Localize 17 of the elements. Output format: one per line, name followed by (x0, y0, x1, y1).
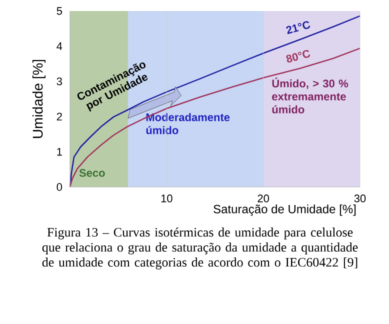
x-tick-label: 30 (354, 194, 366, 202)
y-tick-label: 2 (56, 112, 62, 120)
x-tick-label: 20 (258, 194, 270, 202)
y-axis-title: Umidade [%] (32, 60, 46, 138)
text: Figura 13 – Curvas isotérmicas de umidade para celulose que relaciona o grau de saturação da umidade a quantidade de umidade com categorias de acordo com o IEC60422 [9] (42, 228, 358, 270)
x-tick-label: 10 (161, 194, 172, 202)
band-label: Úmido, > 30 % extremamente úmido (272, 78, 348, 114)
y-tick-label: 5 (56, 7, 62, 15)
text: 21°C (286, 21, 310, 34)
y-tick-label: 3 (56, 78, 62, 86)
band-label: Seco (79, 169, 105, 177)
x-axis-title: Saturação de Umidade [%] (214, 204, 356, 216)
y-tick-label: 4 (56, 42, 62, 50)
y-tick-label: 0 (56, 183, 62, 191)
y-tick-label: 1 (57, 148, 62, 156)
band-label: Moderadamente úmido (146, 113, 230, 134)
text: 80°C (286, 50, 310, 63)
